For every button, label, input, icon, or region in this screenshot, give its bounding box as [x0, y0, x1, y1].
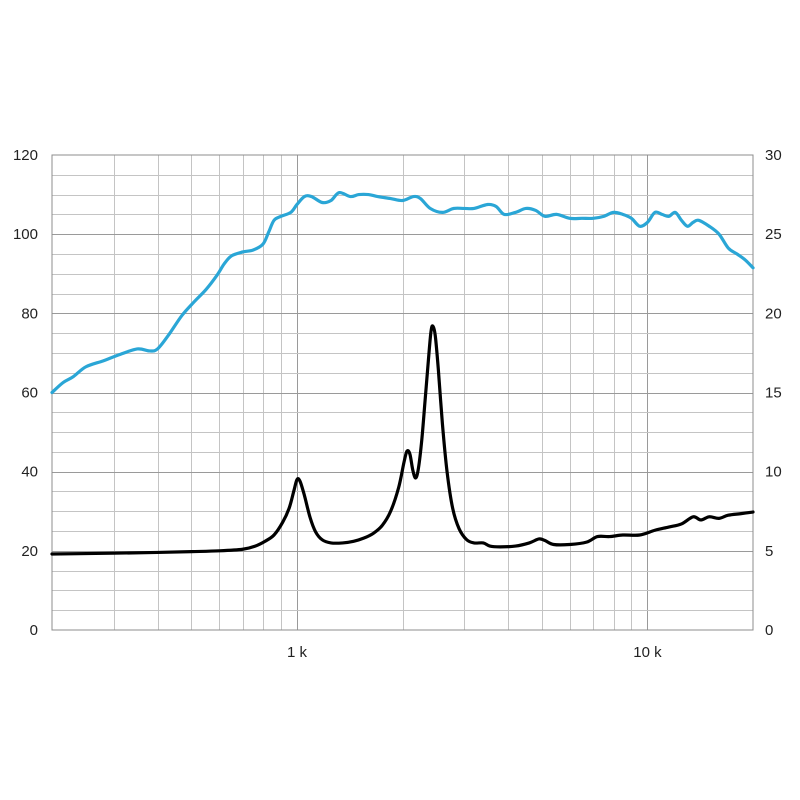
y-right-tick-label: 15 [765, 385, 782, 402]
y-left-tick-label: 80 [21, 305, 38, 322]
y-right-tick-label: 20 [765, 305, 782, 322]
series-line-left-axis [50, 190, 755, 395]
y-left-tick-label: 20 [21, 543, 38, 560]
y-left-tick-label: 100 [13, 226, 38, 243]
curves-layer [50, 190, 755, 556]
tick-labels-layer: 0 20 40 60 80 100 120 0 5 10 15 20 25 30 1 k 10 k [13, 147, 782, 661]
y-left-tick-label: 40 [21, 464, 38, 481]
y-right-tick-label: 0 [765, 622, 773, 639]
y-left-tick-label: 0 [30, 622, 38, 639]
y-right-tick-label: 30 [765, 147, 782, 164]
y-right-tick-label: 5 [765, 543, 773, 560]
x-tick-label: 1 k [287, 644, 308, 661]
y-right-tick-label: 25 [765, 226, 782, 243]
y-right-tick-label: 10 [765, 464, 782, 481]
x-tick-label: 10 k [633, 644, 662, 661]
y-left-tick-label: 60 [21, 385, 38, 402]
series-line-right-axis [50, 324, 755, 556]
y-left-tick-label: 120 [13, 147, 38, 164]
